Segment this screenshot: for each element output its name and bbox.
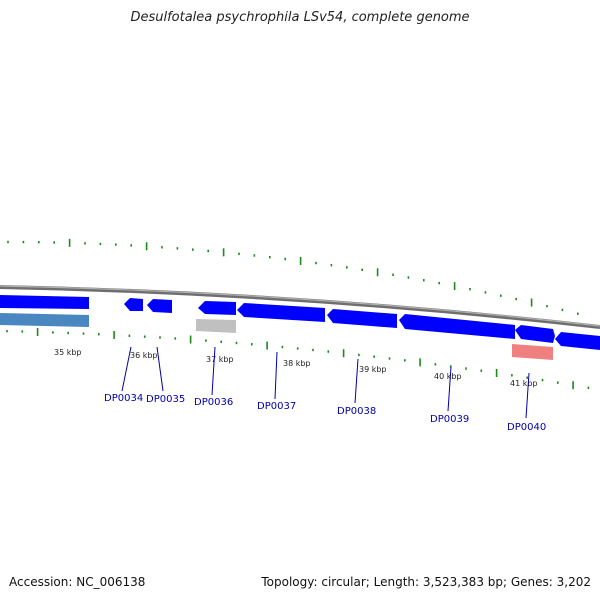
leader-DP0035 xyxy=(156,346,164,392)
scale-label-40: 40 kbp xyxy=(434,372,462,381)
gene-DP0040-forward[interactable] xyxy=(515,325,555,343)
leader-DP0038 xyxy=(354,358,359,404)
gene-label-DP0038[interactable]: DP0038 xyxy=(337,406,376,417)
leader-DP0040 xyxy=(525,372,530,419)
gene-label-DP0034[interactable]: DP0034 xyxy=(104,393,143,404)
gene-DP0034[interactable] xyxy=(124,298,143,311)
gene-DP0040-pink[interactable] xyxy=(512,344,553,360)
bottom-scale-ticks xyxy=(6,327,590,390)
accession-text: Accession: NC_006138 xyxy=(9,575,146,589)
genome-backbone-highlight xyxy=(0,285,600,327)
gene-label-DP0036[interactable]: DP0036 xyxy=(194,397,233,408)
top-scale-ticks xyxy=(7,238,579,315)
gene-label-DP0040[interactable]: DP0040 xyxy=(507,422,546,433)
gene-rna-left[interactable] xyxy=(0,313,89,327)
scale-label-39: 39 kbp xyxy=(359,365,387,374)
leader-DP0037 xyxy=(274,351,278,400)
leader-DP0036 xyxy=(211,346,216,396)
map-title: Desulfotalea psychrophila LSv54, complet… xyxy=(130,10,470,25)
scale-label-38: 38 kbp xyxy=(283,359,311,368)
genome-summary-text: Topology: circular; Length: 3,523,383 bp… xyxy=(261,575,591,589)
leader-DP0034 xyxy=(121,346,132,392)
scale-label-41: 41 kbp xyxy=(510,379,538,388)
gene-DP0039[interactable] xyxy=(399,314,515,339)
gene-label-DP0037[interactable]: DP0037 xyxy=(257,401,296,412)
gene-DP0035[interactable] xyxy=(147,299,172,313)
gene-label-DP0039[interactable]: DP0039 xyxy=(430,414,469,425)
gene-DP0036-forward[interactable] xyxy=(198,301,236,315)
leader-DP0039 xyxy=(447,366,452,412)
gene-DP0036-pseudo[interactable] xyxy=(196,319,236,333)
gene-forward-left[interactable] xyxy=(0,295,89,309)
scale-label-35: 35 kbp xyxy=(54,348,82,357)
scale-label-36: 36 kbp xyxy=(130,351,158,360)
gene-label-DP0035[interactable]: DP0035 xyxy=(146,394,185,405)
gene-forward-right[interactable] xyxy=(555,332,600,350)
gene-DP0038[interactable] xyxy=(327,309,397,328)
gene-track xyxy=(0,295,600,360)
scale-label-37: 37 kbp xyxy=(206,355,234,364)
gene-DP0037[interactable] xyxy=(237,303,325,322)
genome-backbone xyxy=(0,285,600,329)
